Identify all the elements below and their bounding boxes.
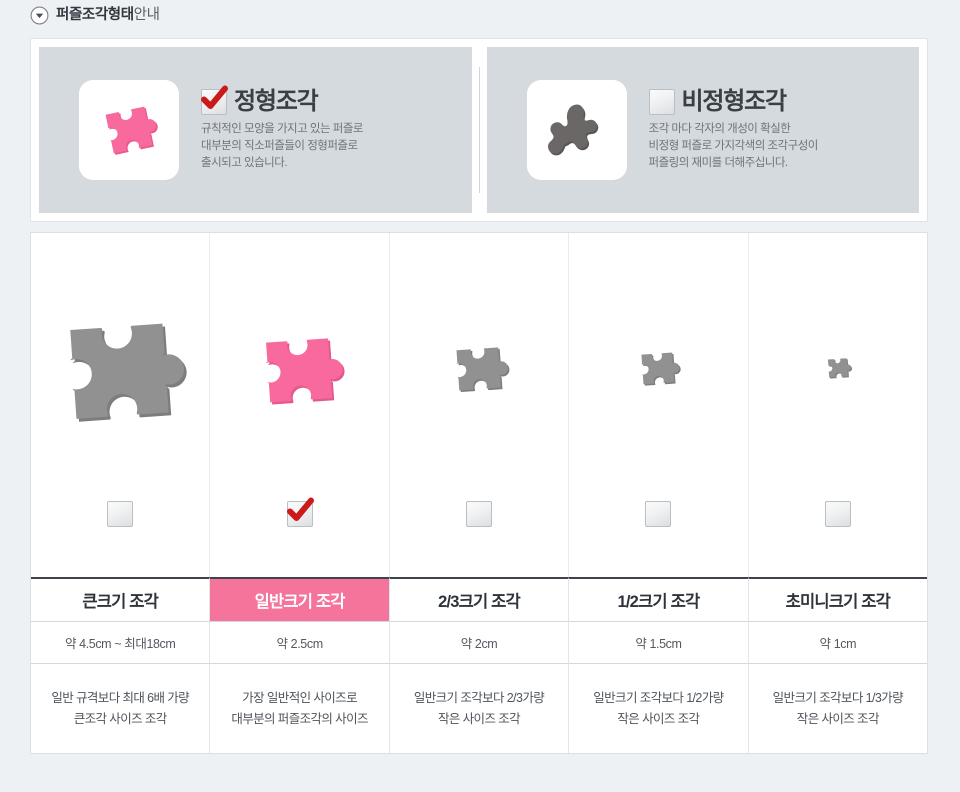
- page-header: 퍼즐조각형태안내: [0, 0, 960, 30]
- size-desc-mini: 일반크기 조각보다 1/3가량 작은 사이즈 조각: [748, 663, 928, 753]
- size-name-mini[interactable]: 초미니크기 조각: [748, 577, 928, 621]
- size-cell-half[interactable]: [569, 233, 749, 577]
- irregular-checkbox[interactable]: [648, 88, 675, 115]
- puzzle-piece-icon: [456, 347, 510, 393]
- piece-art-two-thirds: [390, 233, 568, 501]
- regular-card-desc: 규칙적인 모양을 가지고 있는 퍼즐로 대부분의 직소퍼즐들이 정형퍼즐로 출시…: [201, 122, 363, 169]
- piece-art-mini: [749, 233, 927, 501]
- checkbox-box: [824, 501, 851, 527]
- regular-puzzle-piece-icon: [105, 106, 158, 155]
- checkbox-box: [648, 88, 675, 115]
- shape-type-card-regular[interactable]: 정형조각 규칙적인 모양을 가지고 있는 퍼즐로 대부분의 직소퍼즐들이 정형퍼…: [39, 47, 472, 213]
- piece-art-normal: [210, 233, 388, 501]
- size-desc-large: 일반 규격보다 최대 6배 가량 큰조각 사이즈 조각: [31, 663, 211, 753]
- size-cell-mini[interactable]: [749, 233, 927, 577]
- card-divider: [471, 47, 487, 213]
- table-row-descriptions: 일반 규격보다 최대 6배 가량 큰조각 사이즈 조각 가장 일반적인 사이즈로…: [31, 663, 928, 753]
- piece-art-large: [31, 233, 209, 501]
- size-table: 큰크기 조각 일반크기 조각 2/3크기 조각 1/2크기 조각 초미니크기 조…: [31, 577, 928, 753]
- size-desc-two-thirds: 일반크기 조각보다 2/3가량 작은 사이즈 조각: [389, 663, 570, 753]
- checkbox-box: [466, 501, 493, 527]
- size-value-mini: 약 1cm: [748, 621, 928, 663]
- piece-check-two-thirds: [390, 501, 568, 561]
- shape-type-panel: 정형조각 규칙적인 모양을 가지고 있는 퍼즐로 대부분의 직소퍼즐들이 정형퍼…: [30, 38, 928, 222]
- size-desc-half: 일반크기 조각보다 1/2가량 작은 사이즈 조각: [569, 663, 749, 753]
- size-desc-normal: 가장 일반적인 사이즈로 대부분의 퍼즐조각의 사이즈: [210, 663, 390, 753]
- size-checkbox-half[interactable]: [645, 501, 672, 527]
- size-name-half[interactable]: 1/2크기 조각: [569, 577, 749, 621]
- size-checkbox-two-thirds[interactable]: [466, 501, 493, 527]
- page-title-light: 안내: [133, 6, 160, 23]
- piece-check-large: [31, 501, 209, 561]
- size-name-normal[interactable]: 일반크기 조각: [210, 577, 390, 621]
- piece-check-normal: [210, 497, 388, 561]
- piece-check-mini: [749, 501, 927, 561]
- size-cell-two-thirds[interactable]: [390, 233, 570, 577]
- size-cell-normal[interactable]: [210, 233, 390, 577]
- regular-piece-thumb: [79, 80, 179, 180]
- size-name-two-thirds[interactable]: 2/3크기 조각: [389, 577, 570, 621]
- irregular-piece-thumb: [526, 80, 627, 180]
- table-row-names: 큰크기 조각 일반크기 조각 2/3크기 조각 1/2크기 조각 초미니크기 조…: [31, 577, 928, 621]
- size-value-normal: 약 2.5cm: [210, 621, 390, 663]
- checkbox-box: [645, 501, 672, 527]
- puzzle-piece-icon: [70, 323, 187, 422]
- check-icon: [286, 497, 314, 521]
- size-comparison-panel: 큰크기 조각 일반크기 조각 2/3크기 조각 1/2크기 조각 초미니크기 조…: [30, 232, 928, 754]
- irregular-card-desc: 조각 마다 각자의 개성이 확실한 비정형 퍼즐로 가지각색의 조각구성이 퍼즐…: [648, 122, 819, 169]
- table-row-sizes: 약 4.5cm ~ 최대18cm 약 2.5cm 약 2cm 약 1.5cm 약…: [31, 621, 928, 663]
- shape-type-card-irregular[interactable]: 비정형조각 조각 마다 각자의 개성이 확실한 비정형 퍼즐로 가지각색의 조각…: [486, 47, 919, 213]
- size-value-large: 약 4.5cm ~ 최대18cm: [31, 621, 211, 663]
- irregular-card-label: 비정형조각: [681, 87, 788, 115]
- regular-card-text: 정형조각 규칙적인 모양을 가지고 있는 퍼즐로 대부분의 직소퍼즐들이 정형퍼…: [201, 85, 363, 172]
- regular-card-label: 정형조각: [234, 87, 319, 115]
- irregular-card-head: 비정형조각: [648, 87, 818, 115]
- size-name-large[interactable]: 큰크기 조각: [31, 577, 211, 621]
- chevron-down-circle-icon[interactable]: [30, 6, 49, 25]
- size-checkbox-normal[interactable]: [286, 497, 314, 527]
- piece-check-half: [569, 501, 747, 561]
- size-value-two-thirds: 약 2cm: [389, 621, 570, 663]
- irregular-puzzle-piece-icon: [547, 104, 598, 156]
- puzzle-piece-icon: [266, 337, 345, 405]
- size-value-half: 약 1.5cm: [569, 621, 749, 663]
- puzzle-piece-icon: [641, 352, 682, 386]
- size-checkbox-mini[interactable]: [824, 501, 851, 527]
- piece-art-half: [569, 233, 747, 501]
- size-checkbox-large[interactable]: [107, 501, 134, 527]
- check-icon: [201, 85, 228, 109]
- size-cell-large[interactable]: [31, 233, 211, 577]
- regular-checkbox[interactable]: [201, 85, 228, 115]
- page-title: 퍼즐조각형태안내: [56, 8, 160, 23]
- page-title-strong: 퍼즐조각형태: [56, 6, 134, 23]
- piece-artwork-row: [31, 233, 927, 577]
- puzzle-piece-icon: [827, 358, 852, 379]
- regular-card-head: 정형조각: [201, 85, 363, 115]
- irregular-card-text: 비정형조각 조각 마다 각자의 개성이 확실한 비정형 퍼즐로 가지각색의 조각…: [648, 87, 819, 172]
- checkbox-box: [107, 501, 134, 527]
